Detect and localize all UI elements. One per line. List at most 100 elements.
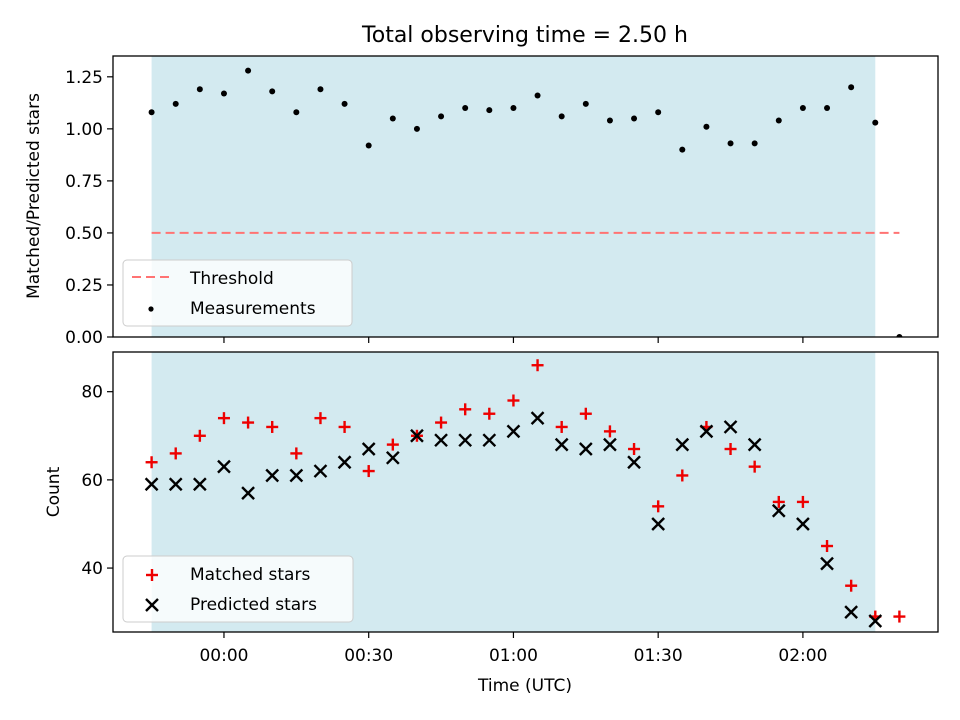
predicted-star-marker <box>482 433 497 448</box>
measurement-point <box>389 115 396 122</box>
predicted-star-marker <box>844 605 859 620</box>
legend-entry-label: Matched stars <box>190 565 310 585</box>
predicted-star-marker-b <box>820 556 834 571</box>
predicted-star-marker-b <box>554 437 569 452</box>
legend-entry-label: Measurements <box>190 299 316 319</box>
matched-star-marker <box>748 460 761 473</box>
predicted-star-marker <box>506 424 521 439</box>
predicted-star-marker <box>796 517 810 531</box>
matched-star-marker <box>242 416 255 429</box>
measurement-point <box>438 113 445 120</box>
predicted-star-marker-b <box>868 614 883 628</box>
matched-star-marker <box>193 429 206 442</box>
measurement-point <box>245 67 252 74</box>
legend-measurement-swatch <box>148 306 154 312</box>
predicted-star-marker-b <box>337 455 352 470</box>
predicted-star-marker <box>217 459 231 474</box>
matched-star-marker <box>290 447 303 460</box>
measurement-point <box>558 113 565 120</box>
matched-star-marker <box>652 500 665 513</box>
predicted-star-marker <box>699 424 714 439</box>
predicted-star-marker-b <box>313 464 328 478</box>
measurement-point <box>896 334 903 337</box>
matched-star-marker <box>386 438 399 451</box>
plot-area <box>148 67 903 337</box>
measurement-point <box>486 107 493 114</box>
predicted-star-marker <box>168 477 183 492</box>
predicted-star-marker-b <box>458 433 473 448</box>
predicted-star-marker <box>313 464 328 478</box>
legend-matched-swatch <box>146 569 158 581</box>
y-tick-label: 80 <box>81 383 103 403</box>
predicted-star-marker-b <box>578 442 593 456</box>
legend: Threshold Measurements <box>122 259 353 327</box>
ratio-panel: 0.00 0.25 0.50 0.75 1.00 1.25 Threshold Measure… <box>65 55 939 348</box>
measurement-point <box>824 105 831 112</box>
axes-frame <box>112 55 939 338</box>
predicted-star-marker-b <box>361 442 376 456</box>
measurement-point <box>413 125 420 132</box>
predicted-star-marker <box>603 437 617 452</box>
matched-star-marker <box>821 540 834 553</box>
predicted-star-marker <box>289 468 304 483</box>
predicted-star-marker-b <box>796 517 810 531</box>
matched-star-marker <box>266 420 279 433</box>
predicted-star-marker-b <box>289 468 304 483</box>
measurement-point <box>269 88 276 95</box>
legend-predicted-swatch <box>145 598 159 612</box>
predicted-star-marker-b <box>241 486 255 500</box>
predicted-star-marker-b <box>144 477 159 492</box>
legend-entry-label: Predicted stars <box>190 595 317 615</box>
measurement-point <box>341 100 348 107</box>
matched-star-marker <box>531 359 544 372</box>
predicted-star-marker <box>723 420 738 434</box>
plot-area <box>144 359 906 628</box>
x-tick-label: 00:00 <box>199 646 248 666</box>
predicted-star-marker-b <box>168 477 183 492</box>
matched-star-marker <box>435 416 448 429</box>
measurement-point <box>293 109 300 116</box>
matched-star-marker <box>845 579 858 592</box>
predicted-star-marker <box>410 428 424 443</box>
measurement-point <box>172 100 179 107</box>
y-tick-label: 1.00 <box>65 120 103 140</box>
predicted-star-marker <box>675 437 690 452</box>
measurement-point <box>148 109 155 116</box>
series-predicted-stars <box>144 411 883 628</box>
measurement-point <box>655 109 662 116</box>
axes-frame <box>112 351 939 633</box>
predicted-star-marker-b <box>217 459 231 474</box>
matched-star-marker <box>555 420 568 433</box>
predicted-star-marker-b <box>699 424 714 439</box>
matched-star-marker <box>676 469 689 482</box>
y-tick-label: 0.75 <box>65 172 103 192</box>
matched-star-marker <box>338 420 351 433</box>
legend-predicted-swatch-b <box>145 598 159 612</box>
predicted-star-marker <box>337 455 352 470</box>
ratio-y-axis-label: Matched/Predicted stars <box>24 93 44 299</box>
matched-star-marker <box>314 412 327 425</box>
predicted-star-marker <box>627 455 641 470</box>
measurement-point <box>365 142 372 149</box>
matched-star-marker <box>169 447 182 460</box>
predicted-star-marker <box>265 468 280 483</box>
x-tick-label: 01:30 <box>634 646 683 666</box>
predicted-star-marker <box>578 442 593 456</box>
y-tick-label: 0.50 <box>65 224 103 244</box>
matched-star-marker <box>459 403 472 416</box>
measurement-point <box>462 105 469 112</box>
matched-star-marker <box>628 443 641 456</box>
predicted-star-marker-b <box>675 437 690 452</box>
predicted-star-marker-b <box>603 437 617 452</box>
predicted-star-marker <box>434 433 448 448</box>
predicted-star-marker-b <box>434 433 448 448</box>
predicted-star-marker <box>144 477 159 492</box>
predicted-star-marker <box>458 433 473 448</box>
measurement-point <box>727 140 734 147</box>
predicted-star-marker <box>868 614 883 628</box>
y-tick-label: 0.00 <box>65 328 103 348</box>
predicted-star-marker <box>651 517 666 531</box>
legend-box <box>122 555 354 623</box>
y-tick-label: 40 <box>81 559 103 579</box>
